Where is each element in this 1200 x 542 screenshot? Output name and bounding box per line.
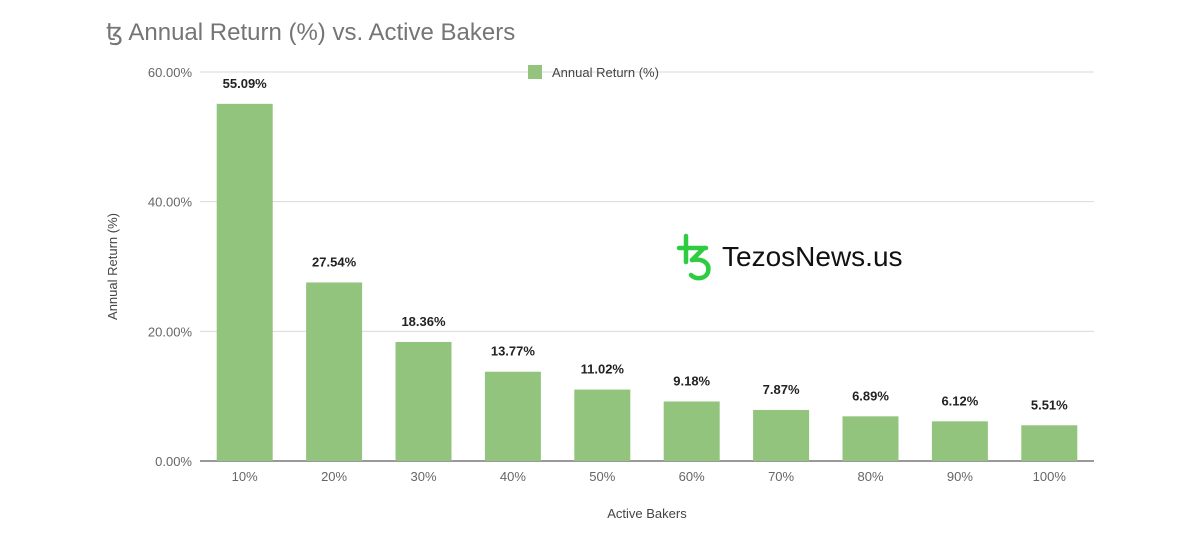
bar [1021,425,1078,461]
x-tick-label: 10% [232,469,258,484]
bar [395,341,452,461]
bar [306,282,363,461]
y-tick-label: 20.00% [148,324,193,339]
bar [663,401,720,461]
y-tick-label: 40.00% [148,195,193,210]
data-label: 11.02% [581,362,625,377]
y-axis-title: Annual Return (%) [105,213,120,320]
x-tick-label: 30% [410,469,436,484]
data-label: 13.77% [491,344,536,359]
bar [574,389,631,461]
data-label: 5.51% [1031,397,1068,412]
legend-swatch [528,65,542,79]
bar [216,103,273,462]
data-label: 55.09% [223,76,268,91]
watermark-text: TezosNews.us [722,241,903,272]
bar [842,416,899,461]
x-tick-label: 50% [589,469,615,484]
y-tick-label: 0.00% [155,454,192,469]
x-tick-label: 80% [857,469,883,484]
bar [753,409,810,461]
bar [484,371,541,461]
legend-label: Annual Return (%) [552,65,659,80]
data-label: 6.89% [852,388,889,403]
data-label: 9.18% [673,373,710,388]
x-tick-label: 40% [500,469,526,484]
data-label: 7.87% [763,382,800,397]
x-tick-label: 60% [679,469,705,484]
watermark: TezosNews.us [676,232,903,282]
x-tick-label: 20% [321,469,347,484]
chart-title: ꜩ Annual Return (%) vs. Active Bakers [106,19,516,46]
x-tick-label: 100% [1033,469,1067,484]
y-tick-label: 60.00% [148,65,193,80]
bar [931,421,988,461]
data-label: 18.36% [401,314,446,329]
x-tick-label: 70% [768,469,794,484]
x-axis-title: Active Bakers [607,506,687,521]
x-tick-label: 90% [947,469,973,484]
tezos-logo-icon [676,233,711,281]
data-label: 27.54% [312,254,357,269]
data-label: 6.12% [941,393,978,408]
